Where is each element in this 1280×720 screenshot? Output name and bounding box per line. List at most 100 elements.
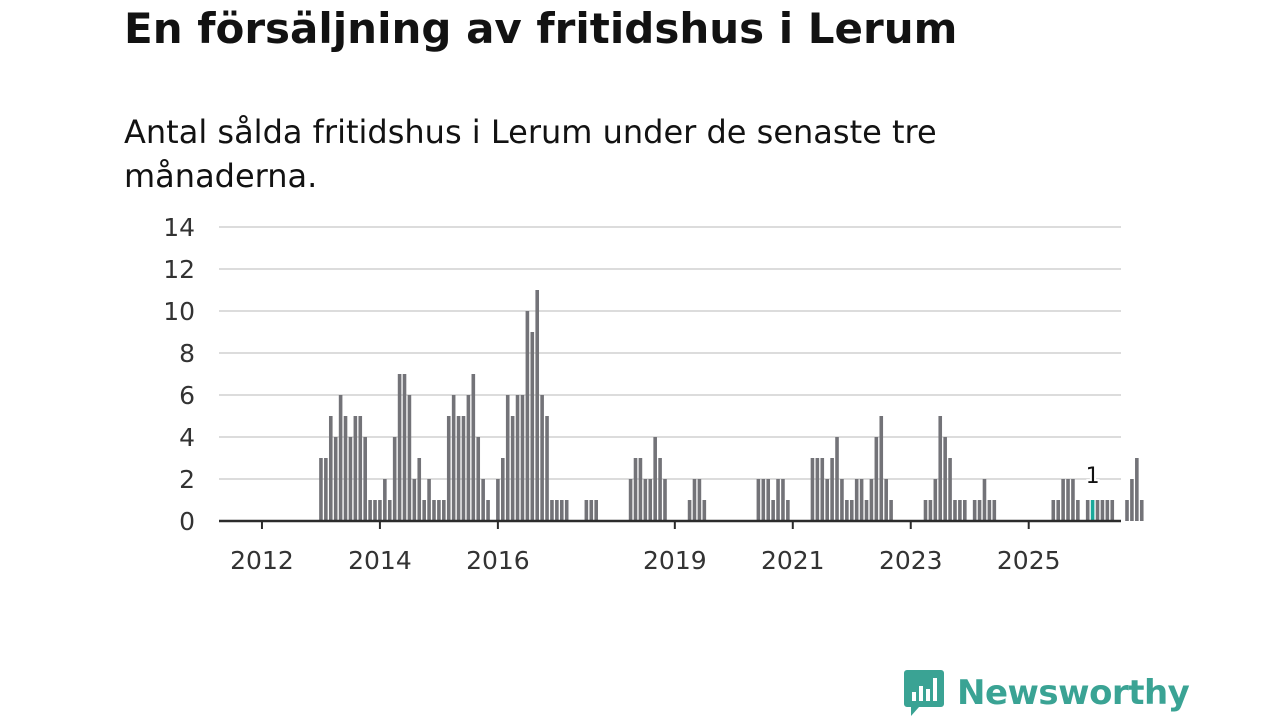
bar-136 [938, 416, 943, 521]
bar-133 [923, 500, 928, 521]
bar-75 [638, 458, 643, 521]
bar-86 [692, 479, 697, 521]
bar-76 [643, 479, 648, 521]
bar-77 [648, 479, 653, 521]
bar-53 [530, 332, 535, 521]
bar-65 [589, 500, 594, 521]
bar-100 [761, 479, 766, 521]
bar-33 [432, 500, 436, 521]
bar-74 [633, 458, 638, 521]
x-tick-label-2019: 2019 [643, 546, 707, 575]
bar-60 [564, 500, 569, 521]
chart-subtitle: Antal sålda fritidshus i Lerum under de … [124, 113, 937, 195]
y-tick-label-8: 8 [179, 339, 195, 368]
bar-99 [756, 479, 761, 521]
bar-104 [781, 479, 785, 521]
bar-135 [933, 479, 938, 521]
bar-59 [559, 500, 564, 521]
bar-24 [387, 500, 392, 521]
bar-15 [343, 416, 348, 521]
brand-logo: Newsworthy [903, 668, 1190, 718]
bar-19 [363, 437, 367, 521]
bar-highlight [1090, 500, 1095, 521]
bar-39 [461, 416, 466, 521]
bar-14 [338, 395, 343, 521]
bar-119 [854, 479, 859, 521]
bar-112 [820, 458, 825, 521]
bar-146 [987, 500, 992, 521]
bar-159 [1051, 500, 1056, 521]
bar-13 [333, 437, 338, 521]
brand-name: Newsworthy [957, 673, 1190, 713]
y-tick-label-6: 6 [179, 381, 195, 410]
bar-43 [481, 479, 485, 521]
bar-115 [835, 437, 839, 521]
bar-176 [1135, 458, 1139, 521]
bar-105 [786, 500, 790, 521]
bar-16 [348, 437, 353, 521]
bar-118 [849, 500, 854, 521]
bar-116 [840, 479, 844, 521]
bar-161 [1061, 479, 1065, 521]
bar-48 [505, 395, 510, 521]
bar-102 [771, 500, 775, 521]
highlight-label: 1 [1086, 464, 1100, 489]
bar-101 [766, 479, 771, 521]
bar-139 [953, 500, 957, 521]
bar-51 [520, 395, 525, 521]
bar-160 [1056, 500, 1060, 521]
x-tick-label-2016: 2016 [466, 546, 530, 575]
bar-125 [884, 479, 888, 521]
bar-78 [653, 437, 657, 521]
y-tick-label-4: 4 [179, 423, 195, 452]
bar-117 [845, 500, 849, 521]
bar-87 [697, 479, 702, 521]
y-tick-label-10: 10 [163, 297, 195, 326]
bar-166 [1085, 500, 1090, 521]
bar-113 [825, 479, 829, 521]
bar-171 [1110, 500, 1115, 521]
bar-162 [1066, 479, 1070, 521]
bar-37 [451, 395, 456, 521]
y-tick-label-12: 12 [163, 255, 195, 284]
bar-120 [859, 479, 864, 521]
bar-34 [437, 500, 441, 521]
bar-175 [1130, 479, 1134, 521]
bar-145 [982, 479, 987, 521]
bar-85 [687, 500, 692, 521]
bar-141 [963, 500, 967, 521]
newsworthy-logo-icon [904, 670, 944, 716]
bar-110 [810, 458, 815, 521]
x-tick-label-2012: 2012 [230, 546, 294, 575]
x-tick-label-2014: 2014 [348, 546, 412, 575]
bar-124 [879, 416, 884, 521]
chart-title: En försäljning av fritidshus i Lerum [124, 4, 958, 53]
bar-143 [972, 500, 977, 521]
bar-38 [456, 416, 461, 521]
x-tick-label-2021: 2021 [761, 546, 825, 575]
bar-29 [412, 479, 417, 521]
bar-55 [540, 395, 544, 521]
y-tick-label-14: 14 [163, 213, 195, 242]
bar-73 [628, 479, 633, 521]
bar-46 [496, 479, 500, 521]
bar-163 [1071, 479, 1075, 521]
bar-17 [353, 416, 358, 521]
bar-49 [510, 416, 515, 521]
bar-35 [442, 500, 446, 521]
bar-66 [594, 500, 598, 521]
x-tick-label-2023: 2023 [879, 546, 943, 575]
bar-137 [943, 437, 947, 521]
bar-30 [417, 458, 422, 521]
bar-22 [378, 500, 382, 521]
bar-134 [928, 500, 933, 521]
bar-52 [525, 311, 530, 521]
bar-44 [486, 500, 490, 521]
bar-41 [471, 374, 476, 521]
bar-chart: 0 2 4 6 8 10 12 14 2012 2014 2016 2019 2021 2023 2025 1 [163, 213, 1144, 575]
bar-122 [869, 479, 874, 521]
bar-79 [658, 458, 662, 521]
bar-140 [958, 500, 962, 521]
bar-10 [319, 458, 323, 521]
bar-11 [324, 458, 328, 521]
